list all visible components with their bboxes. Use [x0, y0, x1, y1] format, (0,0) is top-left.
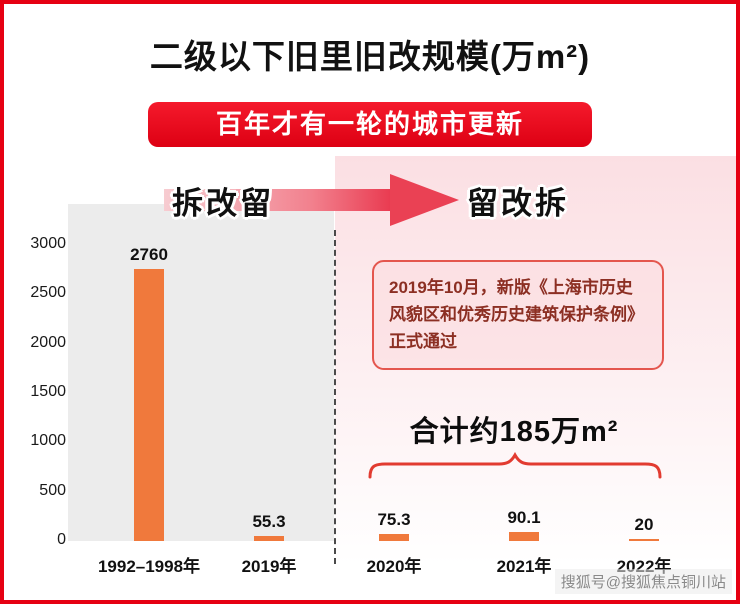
chart-left-panel [68, 204, 334, 541]
watermark: 搜狐号@搜狐焦点铜川站 [554, 569, 732, 594]
y-axis-tick-label: 2000 [30, 333, 66, 351]
bar-value-label: 2760 [130, 244, 168, 264]
y-axis-tick-label: 0 [57, 531, 66, 548]
y-axis-tick-label: 1000 [30, 432, 66, 450]
y-axis-tick-label: 1500 [30, 383, 66, 400]
y-axis-tick-label: 500 [39, 481, 66, 499]
phase-label-left: 拆改留 [172, 186, 274, 221]
x-axis-category-label: 2020年 [366, 557, 422, 576]
bar-value-label: 55.3 [252, 511, 286, 531]
chart-bar [254, 535, 284, 541]
y-axis-tick-label: 2500 [30, 284, 66, 302]
phase-divider-dashed-line [334, 230, 336, 564]
brace-icon [368, 452, 662, 479]
annotation-box: 2019年10月，新版《上海市历史风貌区和优秀历史建筑保护条例》正式通过 [372, 260, 664, 370]
x-axis-category-label: 2019年 [241, 557, 297, 576]
chart-bar [134, 268, 164, 541]
chart-bar [379, 533, 409, 541]
page-title: 二级以下旧里旧改规模(万m²) [149, 38, 591, 75]
subtitle-banner: 百年才有一轮的城市更新 [148, 102, 592, 147]
annotation-text: 2019年10月，新版《上海市历史风貌区和优秀历史建筑保护条例》正式通过 [389, 278, 644, 352]
chart-bar [509, 532, 539, 541]
arrow-right-icon [164, 174, 459, 226]
x-axis-category-label: 2021年 [496, 557, 552, 576]
y-axis-tick-label: 3000 [30, 235, 66, 252]
phase-label-right: 留改拆 [467, 186, 569, 221]
x-axis-category-label: 1992–1998年 [97, 557, 201, 576]
total-label: 合计约185万m² [409, 416, 619, 448]
bar-value-label: 75.3 [377, 509, 411, 529]
bar-chart: 0 500 1000 1500 2000 2500 3000 2760 1992–1998年 55… [4, 4, 736, 600]
bar-value-label: 20 [634, 515, 654, 534]
bar-value-label: 90.1 [507, 508, 541, 528]
chart-bar [629, 539, 659, 541]
